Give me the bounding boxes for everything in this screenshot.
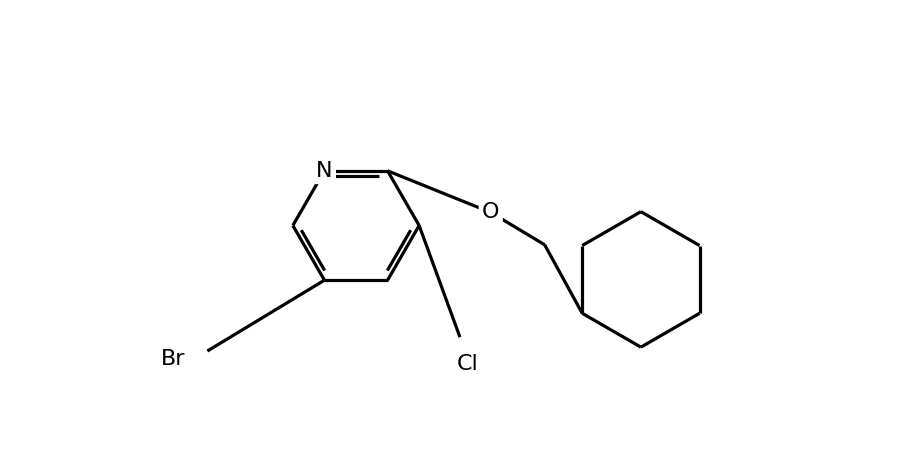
Text: Cl: Cl <box>456 354 478 374</box>
Text: O: O <box>482 202 499 222</box>
Text: Br: Br <box>160 349 185 369</box>
Text: N: N <box>316 161 333 181</box>
